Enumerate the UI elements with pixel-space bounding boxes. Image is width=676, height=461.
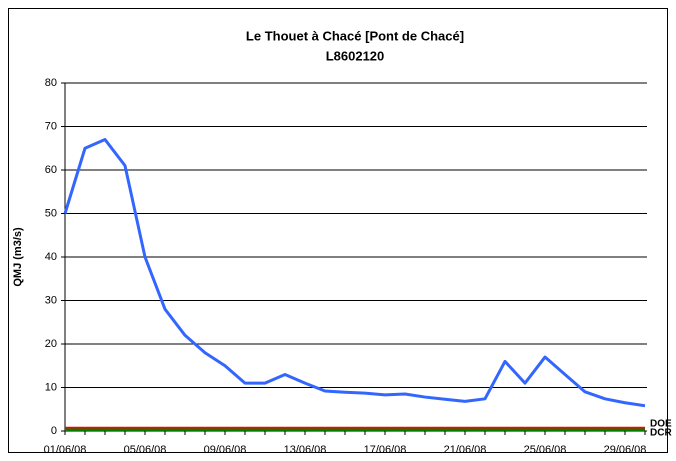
- data-line: [63, 138, 646, 408]
- x-tick-label: 01/06/08: [44, 444, 87, 456]
- x-tick-label: 25/06/08: [524, 444, 567, 456]
- y-tick-label: 10: [45, 381, 57, 393]
- chart-border: [8, 8, 668, 453]
- x-tick-label: 09/06/08: [204, 444, 247, 456]
- x-tick-label: 13/06/08: [284, 444, 327, 456]
- y-tick-label: 30: [45, 294, 57, 306]
- chart-subtitle: L8602120: [326, 48, 385, 63]
- series-label: DOE: [650, 419, 672, 430]
- x-tick-label: 05/06/08: [124, 444, 167, 456]
- x-tick-label: 29/06/08: [604, 444, 647, 456]
- y-tick-label: 70: [45, 120, 57, 132]
- chart-title: Le Thouet à Chacé [Pont de Chacé]: [246, 28, 464, 43]
- y-tick-label: 20: [45, 338, 57, 350]
- y-tick-label: 0: [51, 425, 57, 437]
- y-tick-label: 60: [45, 164, 57, 176]
- series-label: DCR: [650, 427, 672, 438]
- x-tick-label: 17/06/08: [364, 444, 407, 456]
- y-tick-label: 50: [45, 207, 57, 219]
- y-axis-label: QMJ (m3/s): [12, 227, 24, 287]
- y-tick-label: 80: [45, 77, 57, 89]
- y-tick-label: 40: [45, 251, 57, 263]
- x-tick-label: 21/06/08: [444, 444, 487, 456]
